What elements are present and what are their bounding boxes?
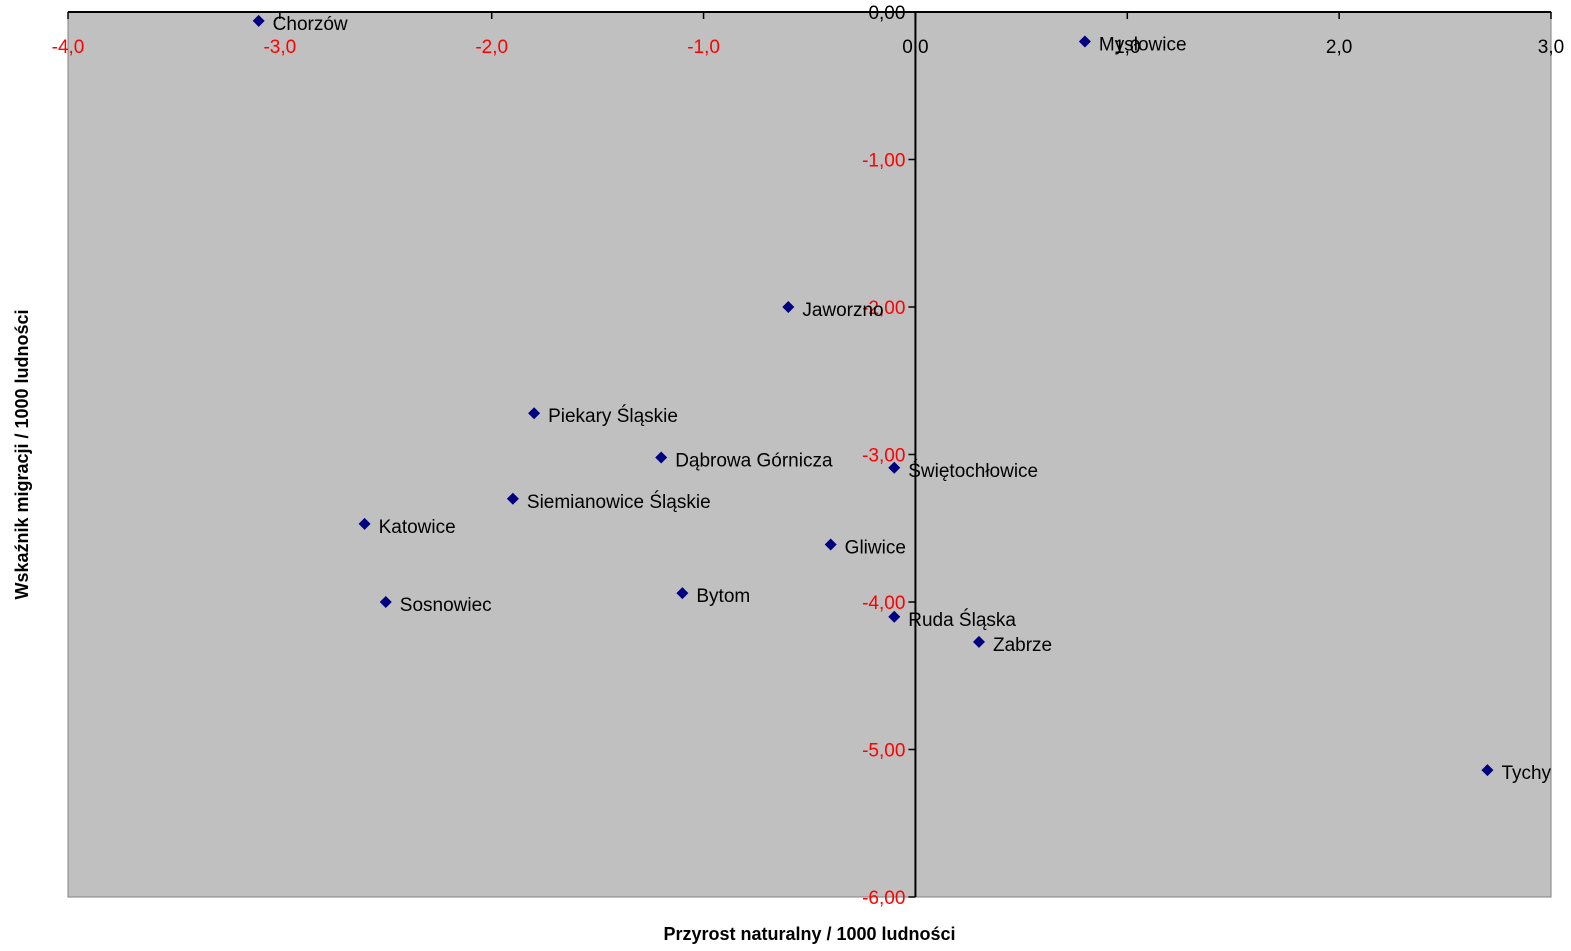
x-axis-ticks: -4,0 -3,0 -2,0 -1,0 0,0 1,0 2,0 3,0 [52, 12, 1564, 58]
x-tick-label: -2,0 [475, 37, 508, 58]
plot-area [67, 11, 1552, 898]
x-tick-label: -3,0 [263, 37, 296, 58]
x-tick-label: -4,0 [52, 37, 85, 58]
data-point-label: Jaworzno [802, 300, 883, 321]
data-point-marker [252, 14, 265, 27]
data-point-marker [888, 461, 901, 474]
data-point-label: Chorzów [273, 14, 348, 35]
y-tick-label: -4,00 [862, 593, 905, 614]
data-point-marker [782, 301, 795, 313]
data-point-marker [676, 587, 689, 600]
x-axis-title: Przyrost naturalny / 1000 ludności [663, 924, 955, 944]
data-point-label: Katowice [379, 517, 456, 538]
data-point-marker [972, 635, 985, 648]
data-point-label: Mysłowice [1099, 35, 1187, 56]
y-tick-label: -2,00 [862, 298, 905, 319]
data-point-marker [358, 517, 371, 530]
data-point-marker [824, 538, 837, 551]
data-point-label: Świętochłowice [908, 460, 1038, 482]
data-point-label: Ruda Śląska [908, 609, 1016, 631]
y-tick-label: -1,00 [862, 151, 905, 172]
data-points: Chorzów Mysłowice Jaworzno Piekary Śląskie D… [252, 14, 1552, 784]
x-tick-label: 2,0 [1326, 37, 1352, 58]
x-tick-label: 0,0 [902, 37, 928, 58]
data-point-label: Piekary Śląskie [548, 405, 678, 427]
y-tick-label: -5,00 [862, 741, 905, 762]
x-tick-label: -1,0 [687, 37, 720, 58]
y-axis-title: Wskaźnik migracji / 1000 ludności [12, 309, 32, 599]
data-point-label: Siemianowice Śląskie [527, 491, 711, 513]
y-tick-label: -6,00 [862, 888, 905, 909]
data-point-label: Gliwice [845, 537, 906, 558]
data-point-marker [888, 610, 901, 623]
data-point-marker [1481, 764, 1494, 777]
y-tick-label: 0,00 [868, 3, 905, 24]
x-tick-label: 1,0 [1114, 37, 1140, 58]
data-point-marker [655, 451, 668, 464]
y-tick-label: -3,00 [862, 446, 905, 467]
data-point-marker [528, 407, 541, 420]
data-point-label: Tychy [1501, 763, 1551, 784]
data-point-label: Bytom [696, 586, 750, 607]
data-point-label: Sosnowiec [400, 595, 492, 616]
data-point-label: Zabrze [993, 635, 1052, 656]
data-point-marker [1078, 35, 1091, 48]
y-axis-ticks: 0,00 -1,00 -2,00 -3,00 -4,00 -5,00 -6,00 [862, 3, 916, 909]
data-point-marker [379, 596, 392, 608]
data-point-marker [506, 492, 519, 505]
x-tick-label: 3,0 [1538, 37, 1564, 58]
data-point-label: Dąbrowa Górnicza [675, 450, 833, 471]
